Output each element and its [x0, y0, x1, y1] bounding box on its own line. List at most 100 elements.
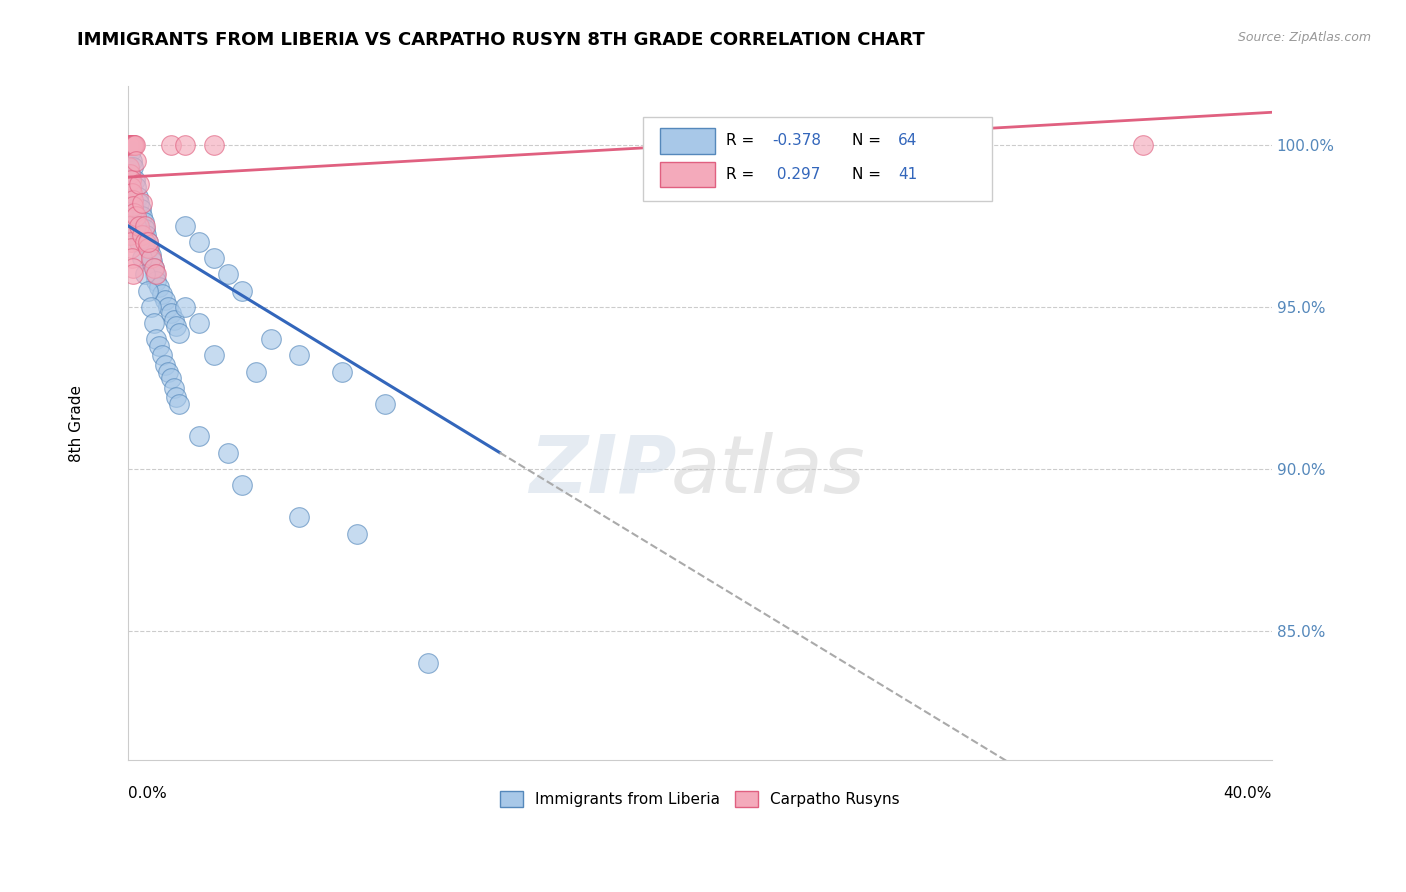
Text: R =: R =: [725, 134, 759, 148]
Point: [125, 219, 148, 233]
Point: [188, 235, 211, 249]
Text: 0.297: 0.297: [772, 167, 820, 182]
Text: -0.378: -0.378: [772, 134, 821, 148]
Point: [118, 219, 141, 233]
Point: [131, 228, 153, 243]
Point: [136, 235, 159, 249]
Point: [122, 137, 145, 152]
Point: [188, 429, 211, 443]
Bar: [659, 128, 714, 153]
Point: [122, 137, 145, 152]
Point: [122, 161, 145, 175]
Point: [136, 241, 159, 255]
Point: [374, 397, 396, 411]
Point: [145, 332, 167, 346]
Point: [142, 260, 165, 275]
Point: [122, 137, 145, 152]
Point: [124, 137, 146, 152]
Point: [120, 137, 142, 152]
Point: [125, 153, 148, 168]
Point: [120, 179, 142, 194]
Text: IMMIGRANTS FROM LIBERIA VS CARPATHO RUSYN 8TH GRADE CORRELATION CHART: IMMIGRANTS FROM LIBERIA VS CARPATHO RUSY…: [77, 31, 925, 49]
Text: N =: N =: [852, 134, 886, 148]
Point: [120, 173, 142, 187]
Point: [202, 137, 225, 152]
Point: [118, 161, 141, 175]
Point: [150, 286, 173, 301]
Point: [217, 445, 239, 459]
Point: [231, 284, 253, 298]
Point: [148, 338, 170, 352]
Point: [260, 332, 283, 346]
Point: [138, 241, 160, 255]
Point: [122, 260, 145, 275]
Point: [122, 199, 145, 213]
Point: [142, 260, 165, 275]
Point: [330, 365, 353, 379]
Text: 41: 41: [898, 167, 917, 182]
Text: 64: 64: [898, 134, 917, 148]
Point: [127, 189, 149, 203]
Text: atlas: atlas: [671, 432, 866, 509]
Point: [136, 284, 159, 298]
Point: [121, 186, 143, 201]
Text: ZIP: ZIP: [529, 432, 676, 509]
Point: [174, 300, 197, 314]
Point: [136, 235, 159, 249]
Text: N =: N =: [852, 167, 886, 182]
Point: [120, 167, 142, 181]
Point: [122, 193, 145, 207]
Point: [288, 510, 311, 524]
FancyBboxPatch shape: [643, 117, 991, 201]
Text: R =: R =: [725, 167, 759, 182]
Point: [167, 397, 190, 411]
Point: [129, 202, 152, 217]
Point: [174, 137, 197, 152]
Point: [202, 251, 225, 265]
Text: 8th Grade: 8th Grade: [69, 384, 84, 462]
Point: [150, 348, 173, 362]
Point: [143, 268, 166, 282]
Point: [145, 268, 167, 282]
Point: [134, 235, 156, 249]
Text: Source: ZipAtlas.com: Source: ZipAtlas.com: [1237, 31, 1371, 45]
Point: [156, 300, 179, 314]
Point: [131, 251, 153, 265]
Point: [1132, 137, 1154, 152]
Point: [139, 248, 162, 262]
Point: [118, 137, 141, 152]
Point: [122, 268, 145, 282]
Point: [159, 371, 181, 385]
Point: [125, 209, 148, 223]
Point: [162, 312, 184, 326]
Point: [131, 196, 153, 211]
Point: [134, 222, 156, 236]
Point: [120, 241, 142, 255]
Point: [131, 209, 153, 223]
Point: [245, 365, 267, 379]
Point: [121, 137, 143, 152]
Point: [153, 358, 176, 372]
Point: [121, 153, 143, 168]
Point: [128, 196, 150, 211]
Point: [132, 215, 155, 229]
Point: [167, 326, 190, 340]
Point: [153, 293, 176, 308]
Point: [120, 228, 142, 243]
Point: [145, 274, 167, 288]
Point: [159, 137, 181, 152]
Point: [139, 300, 162, 314]
Point: [122, 205, 145, 219]
Point: [135, 228, 157, 243]
Point: [134, 268, 156, 282]
Bar: [659, 161, 714, 187]
Point: [120, 144, 142, 158]
Point: [142, 316, 165, 330]
Point: [120, 186, 142, 201]
Point: [165, 319, 187, 334]
Point: [124, 173, 146, 187]
Point: [165, 391, 187, 405]
Point: [128, 177, 150, 191]
Point: [139, 251, 162, 265]
Point: [162, 381, 184, 395]
